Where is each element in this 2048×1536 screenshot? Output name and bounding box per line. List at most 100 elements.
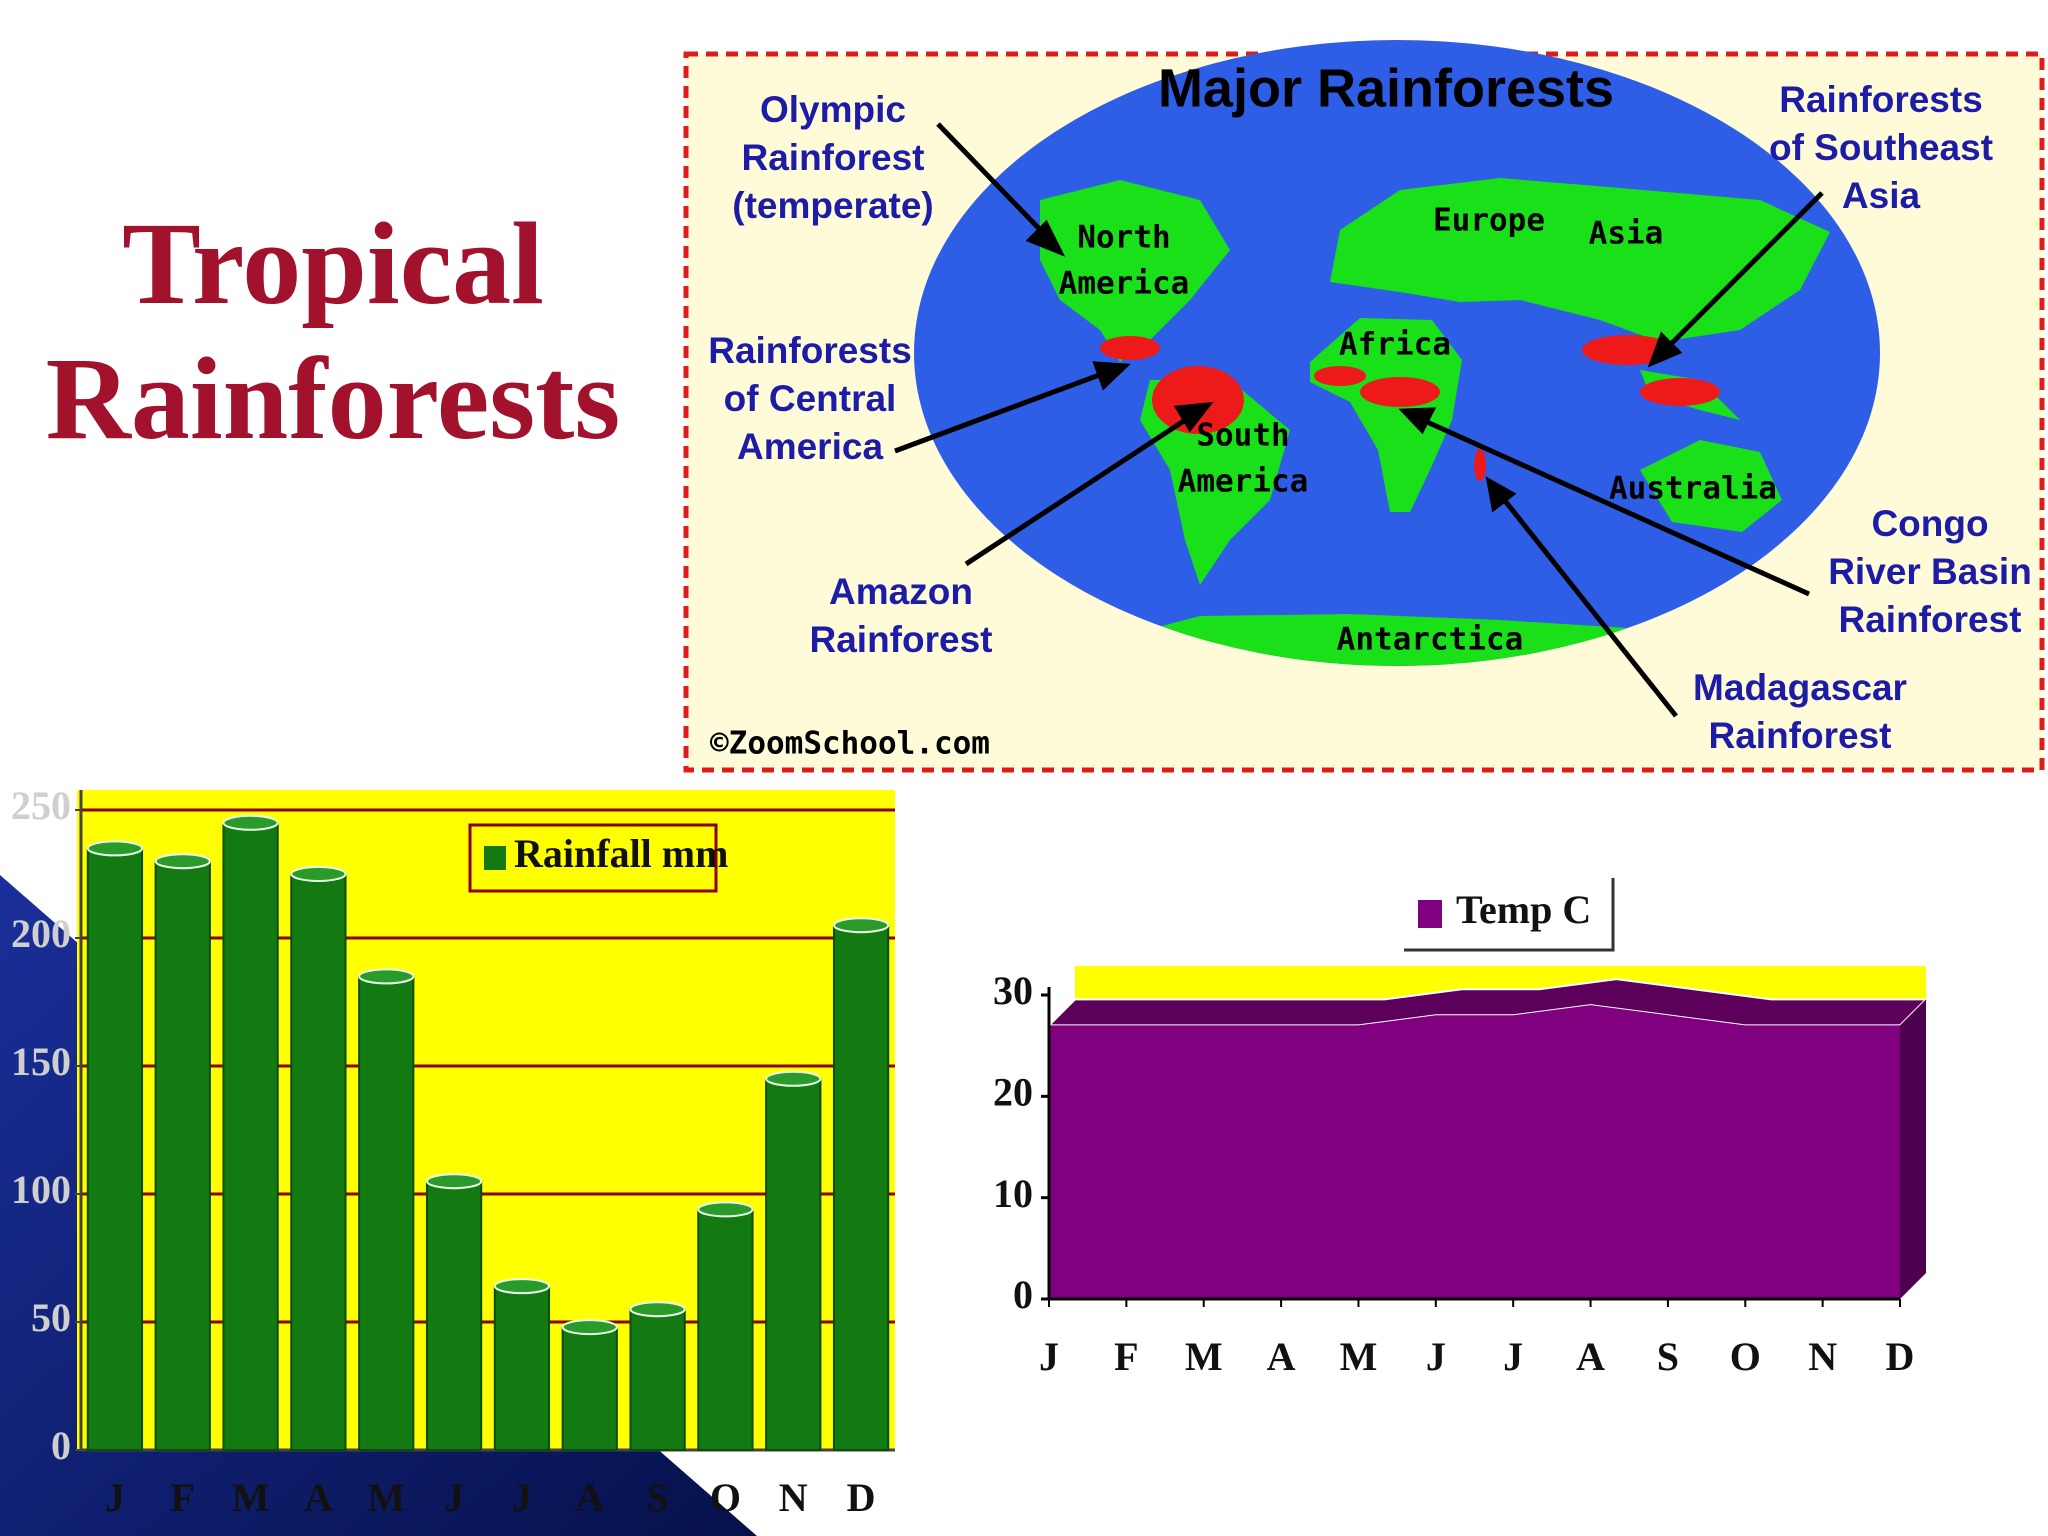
bar — [765, 1077, 822, 1452]
bar — [832, 924, 890, 1451]
bar — [629, 1308, 686, 1451]
region-label: Africa — [1339, 327, 1451, 363]
region-label: America — [1059, 266, 1190, 302]
region-label: Europe — [1433, 203, 1545, 239]
arrow — [964, 410, 1198, 567]
x-tick-label: M — [1340, 1334, 1378, 1379]
callout-label: of Southeast — [1769, 127, 1993, 168]
callout-label: Rainforest — [810, 619, 993, 660]
x-tick-label: O — [710, 1475, 741, 1520]
legend-label: Rainfall mm — [514, 831, 728, 876]
arrowhead — [1647, 331, 1683, 368]
bar-cap — [629, 1301, 686, 1318]
x-tick-label: A — [1576, 1334, 1605, 1379]
arrow — [1660, 191, 1824, 355]
x-tick-label: J — [105, 1475, 125, 1520]
bar — [222, 821, 279, 1451]
land — [1140, 380, 1290, 585]
bar — [290, 873, 347, 1451]
bar-cap — [86, 840, 144, 857]
callout-label: Madagascar — [1693, 667, 1907, 708]
callout-label: Amazon — [829, 571, 973, 612]
area-side — [1900, 999, 1926, 1299]
y-tick-label: 30 — [993, 968, 1033, 1013]
legend-label: Temp C — [1456, 887, 1591, 932]
arrows — [894, 122, 1824, 718]
x-tick-label: F — [171, 1475, 195, 1520]
region-label: Asia — [1589, 216, 1664, 252]
legend-swatch — [1418, 900, 1442, 928]
region-label: America — [1178, 464, 1309, 500]
arrowhead — [1025, 219, 1066, 257]
x-tick-label: J — [1503, 1334, 1523, 1379]
y-tick-label: 10 — [993, 1171, 1033, 1216]
x-tick-label: S — [1657, 1334, 1679, 1379]
arrowhead — [1398, 407, 1437, 435]
x-tick-label: J — [512, 1475, 532, 1520]
callout-label: Rainforests — [1779, 79, 1983, 120]
bar-cap — [425, 1173, 483, 1190]
arrow — [1414, 414, 1811, 597]
x-tick-label: N — [1808, 1334, 1837, 1379]
bar-cap — [358, 968, 415, 985]
legend-swatch — [484, 846, 506, 870]
callout-label: Asia — [1842, 175, 1921, 216]
bar — [493, 1285, 551, 1452]
red-area — [1100, 336, 1160, 360]
x-tick-label: D — [1886, 1334, 1915, 1379]
arrow — [936, 122, 1052, 242]
callout-label: Olympic — [760, 89, 906, 130]
y-tick-label: 0 — [1013, 1272, 1033, 1317]
x-tick-label: M — [232, 1475, 270, 1520]
x-tick-label: F — [1114, 1334, 1138, 1379]
region-label: Antarctica — [1337, 622, 1524, 658]
x-tick-label: A — [575, 1475, 604, 1520]
bar — [697, 1208, 754, 1451]
y-tick-label: 250 — [11, 783, 71, 828]
slide-title: Rainforests — [46, 333, 621, 464]
callout-label: America — [737, 426, 883, 467]
callout-label: River Basin — [1828, 551, 2032, 592]
bar-cap — [290, 866, 347, 882]
region-label: South — [1196, 418, 1289, 454]
x-tick-label: S — [646, 1475, 668, 1520]
x-tick-label: J — [1039, 1334, 1059, 1379]
area — [1049, 1005, 1900, 1299]
callout-label: Congo — [1871, 503, 1988, 544]
plot-background — [77, 790, 895, 1450]
y-tick-label: 100 — [11, 1167, 71, 1212]
bar — [86, 847, 144, 1451]
bar — [425, 1180, 483, 1451]
map-panel — [683, 40, 2045, 773]
bar-cap — [493, 1278, 551, 1295]
callout-label: of Central — [724, 378, 897, 419]
legend-box — [468, 823, 718, 893]
arrowhead — [1173, 401, 1214, 433]
red-area — [1582, 335, 1674, 365]
arrow — [1496, 490, 1678, 718]
arrowhead — [1485, 476, 1517, 513]
x-tick-label: M — [367, 1475, 405, 1520]
region-label: North — [1077, 220, 1170, 256]
y-tick-label: 20 — [993, 1070, 1033, 1115]
callout-label: Rainforest — [742, 137, 925, 178]
map-credit: ©ZoomSchool.com — [710, 726, 990, 762]
red-area — [1640, 378, 1720, 406]
rainforest-areas — [1100, 335, 1720, 481]
bar-cap — [154, 853, 211, 870]
region-label: Australia — [1609, 471, 1777, 507]
bar-cap — [222, 814, 279, 831]
bar — [561, 1326, 618, 1451]
bar-cap — [561, 1319, 618, 1336]
legend-box — [1404, 878, 1615, 952]
x-tick-label: M — [1185, 1334, 1223, 1379]
slide-title: Tropical — [122, 198, 544, 329]
callout-label: Rainforest — [1709, 715, 1892, 756]
x-tick-label: N — [779, 1475, 808, 1520]
bar — [358, 975, 415, 1452]
x-tick-label: O — [1730, 1334, 1761, 1379]
red-area — [1360, 377, 1440, 407]
bar — [154, 860, 211, 1451]
